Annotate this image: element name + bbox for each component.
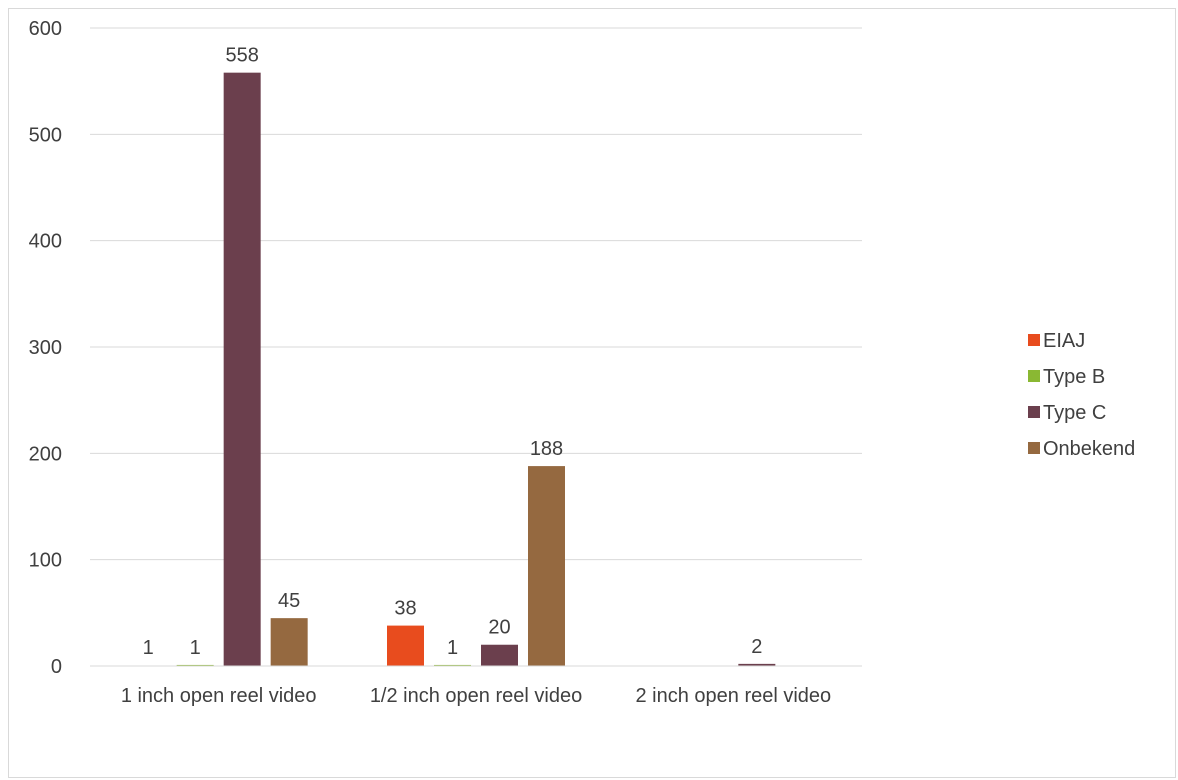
bar-eiaj [387,626,424,666]
y-tick-label: 200 [29,443,62,465]
legend-label: EIAJ [1043,330,1085,352]
y-tick-label: 0 [51,656,62,678]
y-tick-label: 100 [29,550,62,572]
bar-onbekend [528,466,565,666]
data-label: 1 [143,637,154,659]
data-label: 188 [530,438,563,460]
category-label: 1/2 inch open reel video [370,685,582,707]
bars [177,73,776,666]
bar-type-c [481,645,518,666]
legend-swatch [1028,370,1040,382]
y-tick-label: 500 [29,124,62,146]
y-tick-label: 400 [29,231,62,253]
category-labels: 1 inch open reel video 1/2 inch open reel… [121,685,831,707]
legend-label: Onbekend [1043,438,1135,460]
data-label: 20 [488,617,510,639]
data-label: 558 [225,45,258,67]
y-tick-label: 600 [29,18,62,40]
data-label: 38 [394,598,416,620]
legend-label: Type B [1043,366,1105,388]
bar-type-c [224,73,261,666]
data-label: 45 [278,590,300,612]
category-label: 1 inch open reel video [121,685,317,707]
data-label: 1 [190,637,201,659]
bar-onbekend [271,618,308,666]
legend-swatch [1028,406,1040,418]
legend-swatch [1028,442,1040,454]
gridlines [90,28,862,560]
y-tick-label: 300 [29,337,62,359]
legend: EIAJ Type B Type C Onbekend [1028,330,1135,460]
category-label: 2 inch open reel video [635,685,831,707]
data-label: 2 [751,636,762,658]
legend-label: Type C [1043,402,1106,424]
y-axis-tick-labels: 0 100 200 300 400 500 600 [29,18,62,678]
legend-swatch [1028,334,1040,346]
data-label: 1 [447,637,458,659]
